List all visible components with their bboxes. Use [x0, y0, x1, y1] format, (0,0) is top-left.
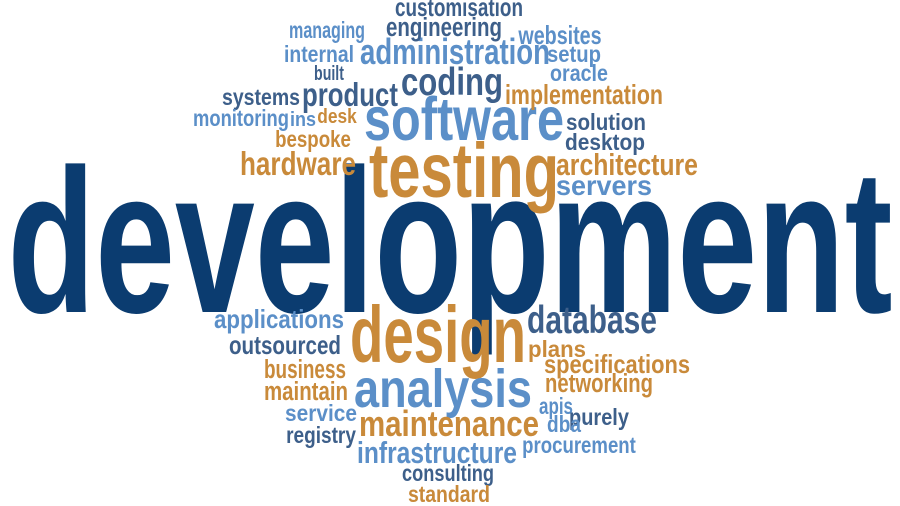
word-networking: networking [545, 369, 653, 398]
word-business: business [264, 355, 346, 383]
word-hardware: hardware [240, 146, 356, 183]
word-plans: plans [528, 336, 586, 363]
word-servers: servers [556, 169, 652, 201]
word-engineering: engineering [386, 13, 502, 42]
word-setup: setup [547, 41, 601, 68]
word-managing: managing [289, 18, 365, 44]
word-service: service [285, 400, 357, 426]
word-procurement: procurement [522, 433, 636, 458]
word-database: database [527, 300, 657, 342]
word-outsourced: outsourced [229, 331, 341, 360]
word-design: design [350, 291, 526, 380]
word-registry: registry [286, 423, 356, 448]
word-oracle: oracle [550, 61, 608, 87]
word-maintenance: maintenance [359, 403, 539, 443]
word-administration: administration [360, 31, 550, 71]
word-monitoring: monitoring [193, 106, 289, 131]
word-development: development [8, 127, 893, 356]
word-systems: systems [222, 84, 300, 110]
word-solution: solution [566, 109, 646, 135]
word-dba: dba [547, 412, 581, 437]
word-desk: desk [317, 106, 357, 129]
word-implementation: implementation [505, 79, 663, 111]
word-applications: applications [214, 306, 344, 335]
word-built: built [314, 61, 344, 84]
word-standard: standard [408, 481, 490, 506]
word-websites: websites [518, 20, 602, 49]
word-specifications: specifications [544, 350, 690, 379]
word-testing: testing [369, 128, 559, 214]
word-apis: apis [539, 395, 573, 420]
word-product: product [302, 77, 398, 114]
word-architecture: architecture [556, 147, 698, 181]
word-desktop: desktop [565, 129, 645, 155]
word-bespoke: bespoke [275, 127, 351, 152]
word-customisation: customisation [395, 0, 523, 22]
word-consulting: consulting [402, 461, 494, 487]
word-purely: purely [569, 404, 629, 431]
word-coding: coding [401, 61, 503, 104]
word-maintain: maintain [264, 377, 348, 406]
word-ins: ins [290, 109, 316, 131]
word-analysis: analysis [354, 358, 532, 419]
word-internal: internal [284, 41, 354, 67]
word-infrastructure: infrastructure [357, 435, 517, 469]
word-software: software [364, 85, 564, 154]
